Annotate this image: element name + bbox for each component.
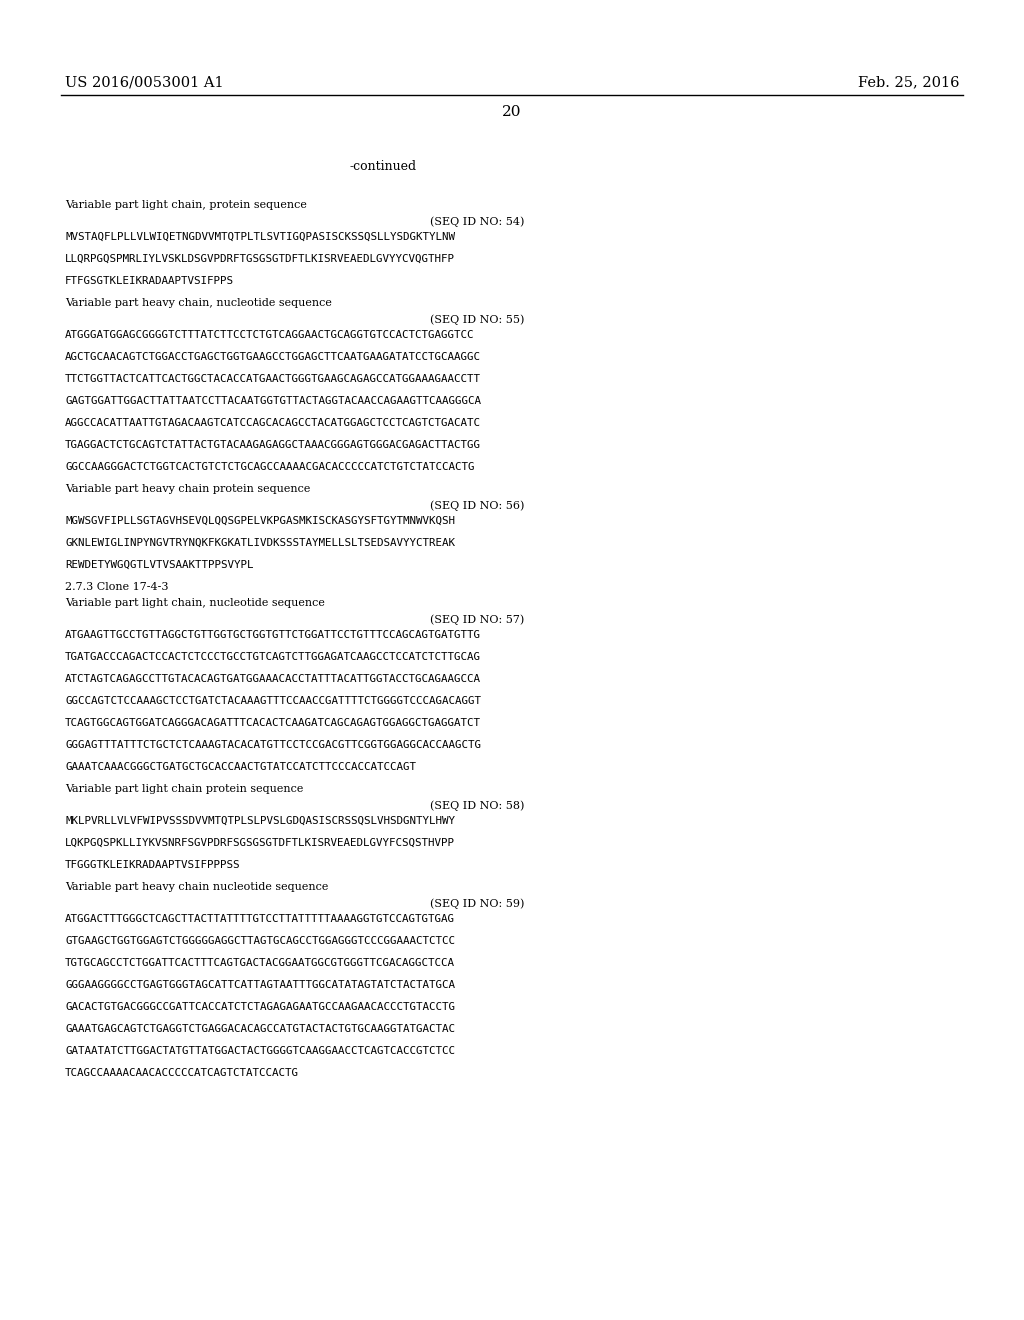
Text: GAGTGGATTGGACTTATTAATCCTTACAATGGTGTTACTAGGTACAACCAGAAGTTCAAGGGCA: GAGTGGATTGGACTTATTAATCCTTACAATGGTGTTACTA… — [65, 396, 481, 407]
Text: AGCTGCAACAGTCTGGACCTGAGCTGGTGAAGCCTGGAGCTTCAATGAAGATATCCTGCAAGGC: AGCTGCAACAGTCTGGACCTGAGCTGGTGAAGCCTGGAGC… — [65, 352, 481, 362]
Text: TCAGCCAAAACAACACCCCCATCAGTCTATCCACTG: TCAGCCAAAACAACACCCCCATCAGTCTATCCACTG — [65, 1068, 299, 1078]
Text: Feb. 25, 2016: Feb. 25, 2016 — [858, 75, 961, 88]
Text: (SEQ ID NO: 56): (SEQ ID NO: 56) — [430, 500, 524, 511]
Text: Variable part light chain, nucleotide sequence: Variable part light chain, nucleotide se… — [65, 598, 325, 609]
Text: Variable part light chain protein sequence: Variable part light chain protein sequen… — [65, 784, 303, 795]
Text: Variable part heavy chain nucleotide sequence: Variable part heavy chain nucleotide seq… — [65, 882, 329, 892]
Text: US 2016/0053001 A1: US 2016/0053001 A1 — [65, 75, 223, 88]
Text: ATGGACTTTGGGCTCAGCTTACTTATTTTGTCCTTATTTTTAAAAGGTGTCCAGTGTGAG: ATGGACTTTGGGCTCAGCTTACTTATTTTGTCCTTATTTT… — [65, 913, 455, 924]
Text: GAAATGAGCAGTCTGAGGTCTGAGGACACAGCCATGTACTACTGTGCAAGGTATGACTAC: GAAATGAGCAGTCTGAGGTCTGAGGACACAGCCATGTACT… — [65, 1024, 455, 1034]
Text: TGATGACCCAGACTCCACTCTCCCTGCCTGTCAGTCTTGGAGATCAAGCCTCCATCTCTTGCAG: TGATGACCCAGACTCCACTCTCCCTGCCTGTCAGTCTTGG… — [65, 652, 481, 663]
Text: (SEQ ID NO: 57): (SEQ ID NO: 57) — [430, 614, 524, 624]
Text: GGGAAGGGGCCTGAGTGGGTAGCATTCATTAGTAATTTGGCATATAGTATCTACTATGCA: GGGAAGGGGCCTGAGTGGGTAGCATTCATTAGTAATTTGG… — [65, 979, 455, 990]
Text: GACACTGTGACGGGCCGATTCACCATCTCTAGAGAGAATGCCAAGAACACCCTGTACCTG: GACACTGTGACGGGCCGATTCACCATCTCTAGAGAGAATG… — [65, 1002, 455, 1012]
Text: MKLPVRLLVLVFWIPVSSSDVVMTQTPLSLPVSLGDQASISCRSSQSLVHSDGNTYLHWY: MKLPVRLLVLVFWIPVSSSDVVMTQTPLSLPVSLGDQASI… — [65, 816, 455, 826]
Text: GGCCAAGGGACTCTGGTCACTGTCTCTGCAGCCAAAACGACACCCCCATCTGTCTATCCACTG: GGCCAAGGGACTCTGGTCACTGTCTCTGCAGCCAAAACGA… — [65, 462, 474, 473]
Text: ATGAAGTTGCCTGTTAGGCTGTTGGTGCTGGTGTTCTGGATTCCTGTTTCCAGCAGTGATGTTG: ATGAAGTTGCCTGTTAGGCTGTTGGTGCTGGTGTTCTGGA… — [65, 630, 481, 640]
Text: TGAGGACTCTGCAGTCTATTACTGTACAAGAGAGGCTAAACGGGAGTGGGACGAGACTTACTGG: TGAGGACTCTGCAGTCTATTACTGTACAAGAGAGGCTAAA… — [65, 440, 481, 450]
Text: GGGAGTTTАТТТCTGCTCTCAAAGTACACATGTTCCTCCGACGTTCGGTGGAGGCACCAAGCTG: GGGAGTTTАТТТCTGCTCTCAAAGTACACATGTTCCTCCG… — [65, 741, 481, 750]
Text: LLQRPGQSPMRLIYLVSKLDSGVPDRFTGSGSGTDFTLKISRVEAEDLGVYYCVQGTHFP: LLQRPGQSPMRLIYLVSKLDSGVPDRFTGSGSGTDFTLKI… — [65, 253, 455, 264]
Text: GATAATATCTTGGACTATGTTATGGACTACTGGGGTCAAGGAACCTCAGTCACCGTCTCC: GATAATATCTTGGACTATGTTATGGACTACTGGGGTCAAG… — [65, 1045, 455, 1056]
Text: 20: 20 — [502, 106, 522, 119]
Text: Variable part heavy chain protein sequence: Variable part heavy chain protein sequen… — [65, 484, 310, 494]
Text: REWDETYWGQGTLVTVSAAKTTPPSVYPL: REWDETYWGQGTLVTVSAAKTTPPSVYPL — [65, 560, 254, 570]
Text: FTFGSGTKLЕIKRADAAPTVSIFPPS: FTFGSGTKLЕIKRADAAPTVSIFPPS — [65, 276, 234, 286]
Text: (SEQ ID NO: 58): (SEQ ID NO: 58) — [430, 800, 524, 810]
Text: GGCCAGTCTCCAAAGCTCCTGATCTACAAAGTTTCCAACCGATTTTCTGGGGTCCCAGACAGGT: GGCCAGTCTCCAAAGCTCCTGATCTACAAAGTTTCCAACC… — [65, 696, 481, 706]
Text: (SEQ ID NO: 55): (SEQ ID NO: 55) — [430, 314, 524, 325]
Text: Variable part heavy chain, nucleotide sequence: Variable part heavy chain, nucleotide se… — [65, 298, 332, 308]
Text: GKNLEWIGLINPYNGVTRYNQKFKGKATLIVDKSSSTAYMELLSLTSEDSAVYYCTREAK: GKNLEWIGLINPYNGVTRYNQKFKGKATLIVDKSSSTAYM… — [65, 539, 455, 548]
Text: 2.7.3 Clone 17-4-3: 2.7.3 Clone 17-4-3 — [65, 582, 169, 591]
Text: TGTGCAGCCTCTGGATTCACTTTCAGTGACTACGGAATGGCGTGGGTTCGACAGGCTCCA: TGTGCAGCCTCTGGATTCACTTTCAGTGACTACGGAATGG… — [65, 958, 455, 968]
Text: MGWSGVFIPLLSGTAGVHSEVQLQQSGPELVKPGASMKISCKASGYSFTGYTMNWVKQSH: MGWSGVFIPLLSGTAGVHSEVQLQQSGPELVKPGASMKIS… — [65, 516, 455, 525]
Text: ATGGGATGGAGCGGGGTCTTTАТCTTCCTCTGTCAGGAACTGCAGGTGTCCACTCTGAGGTCC: ATGGGATGGAGCGGGGTCTTTАТCTTCCTCTGTCAGGAAC… — [65, 330, 474, 341]
Text: MVSTAQFLPLLVLWIQETNGDVVMTQTPLTLSVTIGQPASISCKSSQSLLYSDGKTYLNW: MVSTAQFLPLLVLWIQETNGDVVMTQTPLTLSVTIGQPAS… — [65, 232, 455, 242]
Text: (SEQ ID NO: 54): (SEQ ID NO: 54) — [430, 216, 524, 227]
Text: (SEQ ID NO: 59): (SEQ ID NO: 59) — [430, 898, 524, 908]
Text: ATCTAGTCAGAGCCTTGTACACAGTGATGGAAACACCTATTTACATTGGTACCTGCAGAAGCCA: ATCTAGTCAGAGCCTTGTACACAGTGATGGAAACACCTAT… — [65, 675, 481, 684]
Text: GTGAAGCTGGTGGAGTCTGGGGGAGGCTТAGTGCAGCCTGGAGGGTCCCGGAAACTCTCC: GTGAAGCTGGTGGAGTCTGGGGGAGGCTТAGTGCAGCCTG… — [65, 936, 455, 946]
Text: TCAGTGGCAGTGGATCAGGGACAGATTTCACACTCAAGATCAGCAGAGTGGAGGCTGAGGATCT: TCAGTGGCAGTGGATCAGGGACAGATTTCACACTCAAGAT… — [65, 718, 481, 729]
Text: Variable part light chain, protein sequence: Variable part light chain, protein seque… — [65, 201, 307, 210]
Text: TTCTGGTTACTCATTCACTGGCTACACCATGAACTGGGTGAAGCAGAGCCATGGAAAGAACCTT: TTCTGGTTACTCATTCACTGGCTACACCATGAACTGGGTG… — [65, 374, 481, 384]
Text: LQKPGQSPKLLIYKVSNRFSGVPDRFSGSGSGTDFTLKISRVEAEDLGVYFCSQSTHVPP: LQKPGQSPKLLIYKVSNRFSGVPDRFSGSGSGTDFTLKIS… — [65, 838, 455, 847]
Text: GAAATCAAACGGGCTGATGCTGCACCAACTGTATCCATCTTCCCACCATCCAGT: GAAATCAAACGGGCTGATGCTGCACCAACTGTATCCATCT… — [65, 762, 416, 772]
Text: AGGCCACATTAATTGTAGACAAGTCATCCAGCACAGCCTACATGGAGCTCCTCAGTCTGACATC: AGGCCACATTAATTGTAGACAAGTCATCCAGCACAGCCTA… — [65, 418, 481, 428]
Text: TFGGGTKLЕIKRADAAPTVSIFPPPSS: TFGGGTKLЕIKRADAAPTVSIFPPPSS — [65, 861, 241, 870]
Text: -continued: -continued — [350, 160, 417, 173]
